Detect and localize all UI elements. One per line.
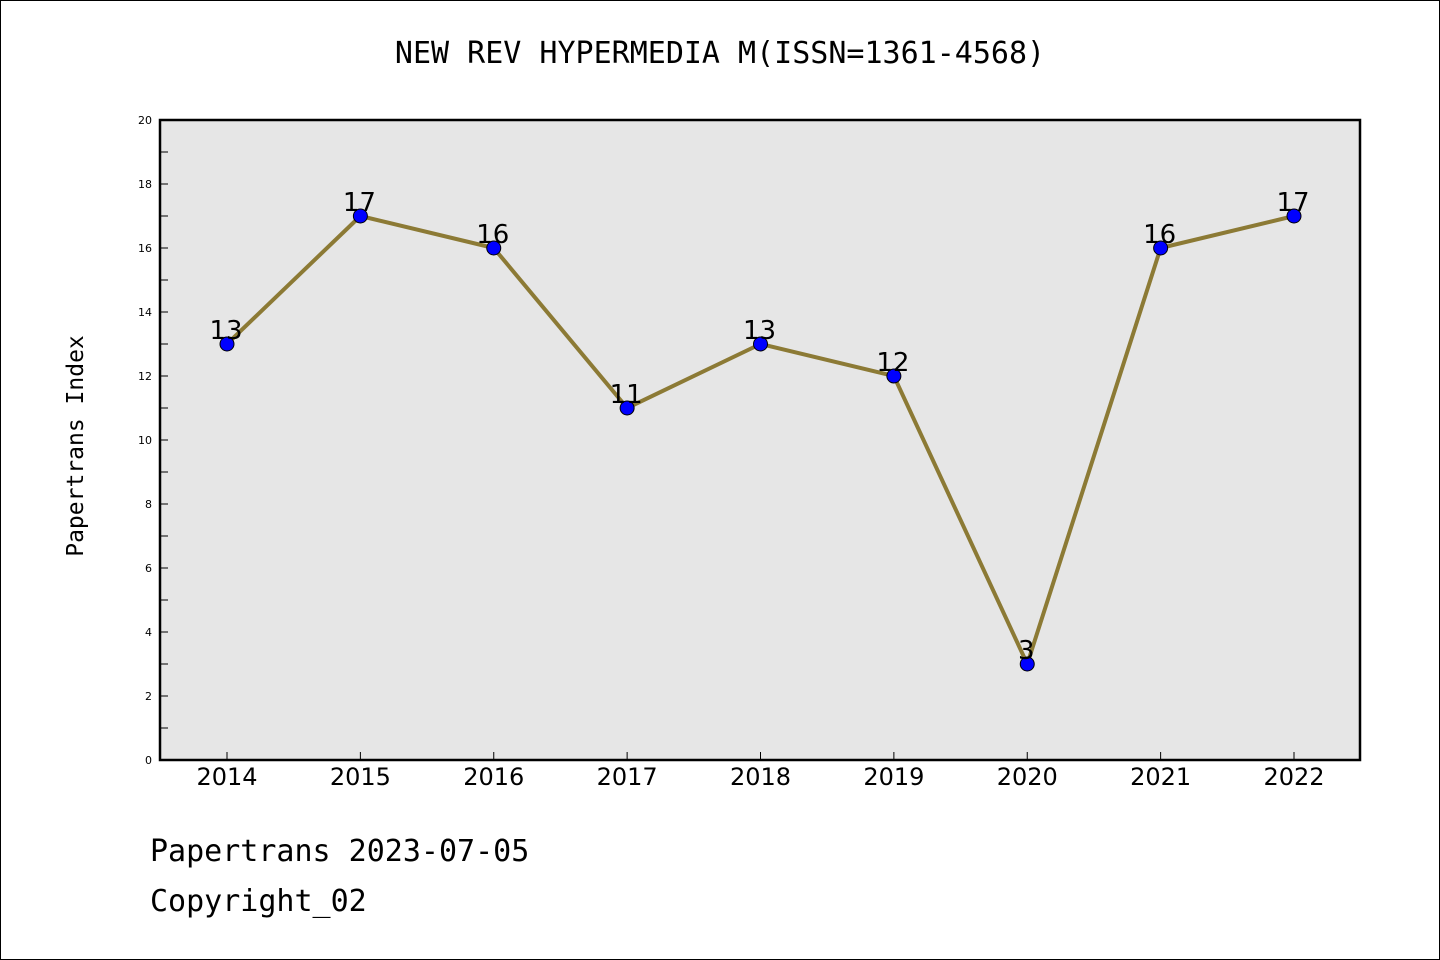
series-markers <box>219 208 1302 672</box>
data-point <box>352 208 368 224</box>
y-tick-label: 16 <box>138 242 152 255</box>
y-tick-label: 18 <box>138 178 152 191</box>
data-point <box>1019 656 1035 672</box>
x-tick-label: 2015 <box>330 763 391 791</box>
x-tick-label: 2020 <box>997 763 1058 791</box>
y-tick-label: 0 <box>145 754 152 767</box>
data-point <box>753 336 768 352</box>
x-tick-label: 2019 <box>863 763 924 791</box>
y-tick-label: 2 <box>145 690 152 703</box>
data-label: 17 <box>1276 188 1309 218</box>
data-point <box>886 368 902 384</box>
data-label: 12 <box>876 348 909 378</box>
plot-area <box>160 120 1360 760</box>
footer-date: Papertrans 2023-07-05 <box>150 834 530 869</box>
data-point <box>486 240 502 256</box>
chart-title: NEW REV HYPERMEDIA M(ISSN=1361-4568) <box>394 36 1046 71</box>
data-labels: 13 17 16 11 13 12 3 16 17 <box>209 188 1309 666</box>
data-point <box>619 400 635 416</box>
x-tick-label: 2017 <box>597 763 658 791</box>
y-tick-label: 12 <box>138 370 152 383</box>
data-point <box>219 336 235 352</box>
plot-border <box>158 118 1362 762</box>
data-point <box>1286 208 1302 224</box>
x-tick-label: 2016 <box>463 763 524 791</box>
y-tick-label: 14 <box>138 306 152 319</box>
x-tick-label: 2022 <box>1263 763 1324 791</box>
data-label: 13 <box>743 316 776 346</box>
y-tick-label: 8 <box>145 498 152 511</box>
data-label: 17 <box>343 188 376 218</box>
data-point <box>1153 240 1169 256</box>
y-tick-label: 10 <box>138 434 152 447</box>
y-tick-label: 6 <box>145 562 152 575</box>
x-tick-label: 2018 <box>730 763 791 791</box>
data-label: 13 <box>209 316 242 346</box>
data-label: 16 <box>476 220 509 250</box>
x-tick-label: 2021 <box>1130 763 1191 791</box>
footer-copyright: Copyright_02 <box>150 884 367 919</box>
data-label: 11 <box>610 380 643 410</box>
x-tick-label: 2014 <box>196 763 257 791</box>
data-label: 3 <box>1018 636 1035 666</box>
data-label: 16 <box>1143 220 1176 250</box>
y-tick-label: 4 <box>145 626 152 639</box>
y-tick-label: 20 <box>138 114 152 127</box>
y-axis: 0 2 4 6 8 10 12 14 16 18 20 <box>138 114 168 767</box>
x-axis: 2014 2015 2016 2017 2018 2019 2020 2021 2022 <box>196 752 1325 791</box>
